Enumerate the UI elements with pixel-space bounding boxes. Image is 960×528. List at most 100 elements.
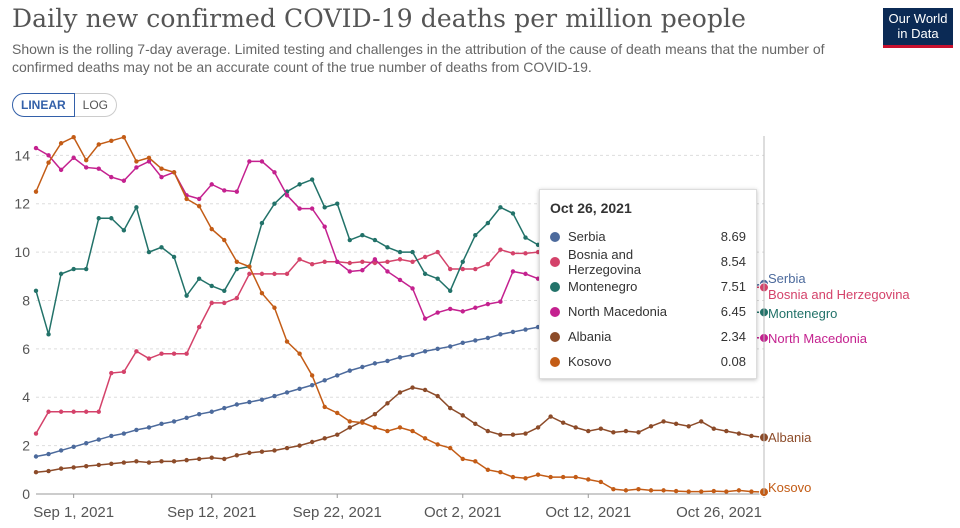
data-point bbox=[485, 467, 491, 473]
data-point bbox=[448, 405, 453, 411]
data-point bbox=[485, 301, 491, 307]
data-point bbox=[309, 439, 315, 445]
data-point bbox=[598, 426, 604, 431]
data-point bbox=[96, 462, 101, 468]
data-point bbox=[510, 269, 516, 274]
series-end-label: Montenegro bbox=[768, 306, 837, 321]
data-point bbox=[184, 293, 189, 298]
data-point bbox=[699, 419, 704, 424]
data-point bbox=[222, 188, 227, 193]
data-point bbox=[473, 459, 478, 464]
data-point bbox=[473, 421, 478, 427]
linear-scale-button[interactable]: LINEAR bbox=[12, 93, 75, 117]
tooltip-series-name: Montenegro bbox=[568, 279, 638, 294]
data-point bbox=[58, 466, 64, 471]
log-scale-button[interactable]: LOG bbox=[74, 93, 118, 117]
data-point bbox=[385, 245, 390, 250]
tooltip-series-name: Bosnia and Herzegovina bbox=[568, 246, 641, 277]
data-point bbox=[297, 351, 302, 356]
data-point bbox=[247, 399, 252, 405]
data-point bbox=[322, 224, 327, 229]
tooltip-series-name: North Macedonia bbox=[568, 304, 667, 319]
data-point bbox=[435, 310, 440, 315]
data-point bbox=[284, 193, 290, 198]
data-point bbox=[335, 373, 340, 378]
data-point bbox=[598, 479, 604, 485]
tooltip-series-value: 0.08 bbox=[720, 354, 746, 369]
data-point bbox=[171, 351, 177, 356]
data-point bbox=[510, 211, 516, 216]
data-point bbox=[360, 232, 365, 238]
data-point bbox=[422, 316, 428, 321]
data-point bbox=[460, 413, 465, 418]
data-point bbox=[347, 237, 352, 243]
x-tick-label: Sep 1, 2021 bbox=[33, 504, 114, 521]
data-point bbox=[347, 368, 352, 373]
data-point bbox=[611, 430, 616, 435]
series-end-label: Kosovo bbox=[768, 480, 811, 495]
data-point bbox=[372, 361, 378, 366]
data-point bbox=[259, 220, 265, 226]
data-point bbox=[347, 425, 352, 430]
data-point bbox=[33, 189, 39, 194]
chart-subtitle: Shown is the rolling 7-day average. Limi… bbox=[12, 41, 825, 75]
data-point bbox=[686, 489, 691, 494]
data-point bbox=[96, 216, 101, 221]
data-point bbox=[397, 257, 403, 262]
data-point bbox=[410, 259, 415, 264]
data-point bbox=[121, 431, 127, 436]
data-point bbox=[196, 456, 202, 462]
owid-logo[interactable]: Our World in Data bbox=[883, 8, 953, 48]
data-point bbox=[335, 201, 340, 206]
data-point bbox=[134, 165, 139, 170]
data-point bbox=[209, 182, 214, 187]
data-point bbox=[410, 352, 415, 358]
data-point bbox=[58, 409, 64, 414]
data-point bbox=[134, 205, 139, 210]
data-point bbox=[749, 489, 754, 494]
data-point bbox=[485, 335, 491, 341]
data-point bbox=[33, 454, 39, 459]
data-point bbox=[209, 300, 214, 306]
data-point bbox=[573, 425, 578, 430]
data-point bbox=[234, 259, 240, 264]
data-point bbox=[84, 157, 89, 163]
y-tick-label: 8 bbox=[22, 292, 30, 308]
logo-line-2: in Data bbox=[897, 26, 939, 41]
data-point bbox=[247, 271, 252, 277]
data-point bbox=[222, 237, 227, 243]
data-point bbox=[121, 369, 127, 375]
data-point bbox=[372, 260, 378, 266]
data-point bbox=[159, 174, 164, 180]
legend-dot-icon bbox=[550, 306, 560, 317]
data-point bbox=[209, 226, 214, 232]
data-point bbox=[84, 441, 89, 446]
data-point bbox=[222, 288, 227, 294]
data-point bbox=[661, 488, 666, 493]
data-point bbox=[46, 468, 51, 474]
data-point bbox=[96, 437, 101, 442]
data-point bbox=[648, 488, 654, 493]
data-point bbox=[146, 356, 152, 361]
data-point bbox=[184, 196, 189, 202]
data-point bbox=[586, 477, 591, 482]
data-point bbox=[498, 247, 503, 252]
tooltip-series-name: Serbia bbox=[568, 229, 606, 244]
tooltip-date: Oct 26, 2021 bbox=[550, 200, 632, 216]
tooltip-series-name: Albania bbox=[568, 329, 612, 344]
data-point bbox=[410, 428, 415, 434]
data-point bbox=[284, 445, 290, 451]
data-point bbox=[422, 436, 428, 441]
hover-tooltip: Oct 26, 2021 Serbia 8.69 Bosnia and Herzeg… bbox=[539, 189, 757, 379]
series-end-label: North Macedonia bbox=[768, 331, 868, 346]
data-point bbox=[673, 421, 679, 427]
data-point bbox=[71, 266, 76, 272]
x-tick-label: Oct 26, 2021 bbox=[676, 504, 762, 521]
data-point bbox=[171, 254, 177, 260]
data-point bbox=[159, 459, 164, 464]
data-point bbox=[322, 404, 327, 410]
data-point bbox=[196, 196, 202, 202]
data-point bbox=[71, 465, 76, 470]
y-tick-label: 14 bbox=[14, 147, 30, 163]
